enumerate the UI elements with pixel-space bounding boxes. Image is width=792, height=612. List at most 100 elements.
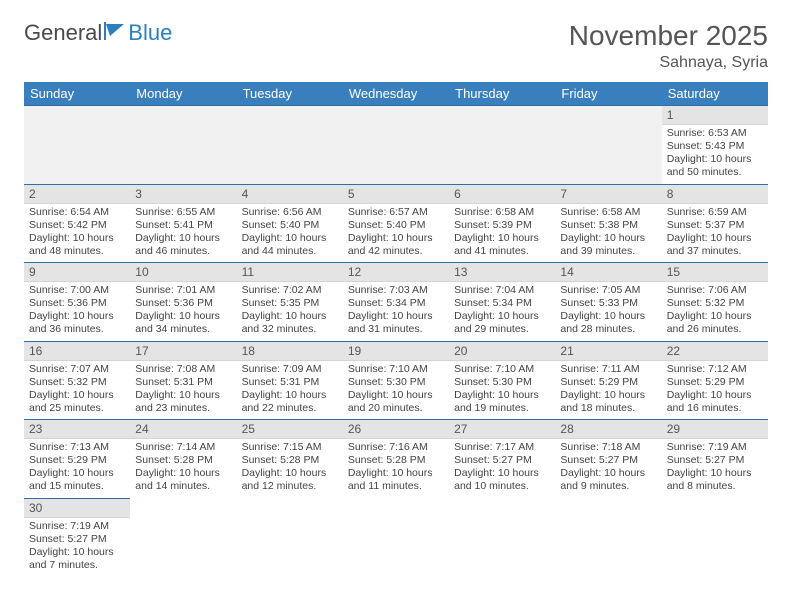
day-number: 1 bbox=[662, 106, 768, 125]
calendar-row: 23Sunrise: 7:13 AMSunset: 5:29 PMDayligh… bbox=[24, 420, 768, 499]
day-number: 4 bbox=[237, 185, 343, 204]
sunset-text: Sunset: 5:29 PM bbox=[667, 376, 763, 389]
sunrise-text: Sunrise: 7:08 AM bbox=[135, 363, 231, 376]
day-cell: 29Sunrise: 7:19 AMSunset: 5:27 PMDayligh… bbox=[662, 420, 768, 499]
day-body: Sunrise: 6:53 AMSunset: 5:43 PMDaylight:… bbox=[662, 125, 768, 184]
day-number: 15 bbox=[662, 263, 768, 282]
header: General Blue November 2025 Sahnaya, Syri… bbox=[24, 20, 768, 72]
day-number: 24 bbox=[130, 420, 236, 439]
blank-cell bbox=[237, 106, 343, 185]
day-number: 3 bbox=[130, 185, 236, 204]
day-cell: 24Sunrise: 7:14 AMSunset: 5:28 PMDayligh… bbox=[130, 420, 236, 499]
daylight-text: Daylight: 10 hours and 31 minutes. bbox=[348, 310, 444, 336]
sunset-text: Sunset: 5:30 PM bbox=[454, 376, 550, 389]
day-number: 21 bbox=[555, 342, 661, 361]
daylight-text: Daylight: 10 hours and 9 minutes. bbox=[560, 467, 656, 493]
day-number: 23 bbox=[24, 420, 130, 439]
sunset-text: Sunset: 5:28 PM bbox=[135, 454, 231, 467]
sunset-text: Sunset: 5:31 PM bbox=[242, 376, 338, 389]
day-cell: 3Sunrise: 6:55 AMSunset: 5:41 PMDaylight… bbox=[130, 184, 236, 263]
calendar-row: 1Sunrise: 6:53 AMSunset: 5:43 PMDaylight… bbox=[24, 106, 768, 185]
sunset-text: Sunset: 5:28 PM bbox=[348, 454, 444, 467]
sunrise-text: Sunrise: 7:19 AM bbox=[667, 441, 763, 454]
sunrise-text: Sunrise: 7:00 AM bbox=[29, 284, 125, 297]
empty-cell bbox=[555, 498, 661, 576]
empty-cell bbox=[237, 498, 343, 576]
day-body: Sunrise: 7:12 AMSunset: 5:29 PMDaylight:… bbox=[662, 361, 768, 420]
sunrise-text: Sunrise: 7:12 AM bbox=[667, 363, 763, 376]
sunset-text: Sunset: 5:27 PM bbox=[29, 533, 125, 546]
sunrise-text: Sunrise: 7:19 AM bbox=[29, 520, 125, 533]
sunset-text: Sunset: 5:29 PM bbox=[560, 376, 656, 389]
day-number: 14 bbox=[555, 263, 661, 282]
day-cell: 25Sunrise: 7:15 AMSunset: 5:28 PMDayligh… bbox=[237, 420, 343, 499]
day-cell: 14Sunrise: 7:05 AMSunset: 5:33 PMDayligh… bbox=[555, 263, 661, 342]
sunset-text: Sunset: 5:41 PM bbox=[135, 219, 231, 232]
sunrise-text: Sunrise: 7:16 AM bbox=[348, 441, 444, 454]
day-body: Sunrise: 6:57 AMSunset: 5:40 PMDaylight:… bbox=[343, 204, 449, 263]
day-number: 10 bbox=[130, 263, 236, 282]
calendar-page: General Blue November 2025 Sahnaya, Syri… bbox=[0, 0, 792, 596]
sunset-text: Sunset: 5:38 PM bbox=[560, 219, 656, 232]
calendar-table: Sunday Monday Tuesday Wednesday Thursday… bbox=[24, 82, 768, 576]
day-body: Sunrise: 7:13 AMSunset: 5:29 PMDaylight:… bbox=[24, 439, 130, 498]
day-body: Sunrise: 7:00 AMSunset: 5:36 PMDaylight:… bbox=[24, 282, 130, 341]
sunset-text: Sunset: 5:34 PM bbox=[348, 297, 444, 310]
day-body: Sunrise: 7:10 AMSunset: 5:30 PMDaylight:… bbox=[449, 361, 555, 420]
sunset-text: Sunset: 5:31 PM bbox=[135, 376, 231, 389]
month-title: November 2025 bbox=[569, 20, 768, 52]
day-cell: 26Sunrise: 7:16 AMSunset: 5:28 PMDayligh… bbox=[343, 420, 449, 499]
day-cell: 21Sunrise: 7:11 AMSunset: 5:29 PMDayligh… bbox=[555, 341, 661, 420]
day-cell: 15Sunrise: 7:06 AMSunset: 5:32 PMDayligh… bbox=[662, 263, 768, 342]
day-number: 19 bbox=[343, 342, 449, 361]
daylight-text: Daylight: 10 hours and 37 minutes. bbox=[667, 232, 763, 258]
day-cell: 5Sunrise: 6:57 AMSunset: 5:40 PMDaylight… bbox=[343, 184, 449, 263]
day-number: 28 bbox=[555, 420, 661, 439]
day-number: 17 bbox=[130, 342, 236, 361]
daylight-text: Daylight: 10 hours and 11 minutes. bbox=[348, 467, 444, 493]
sunset-text: Sunset: 5:32 PM bbox=[667, 297, 763, 310]
sunrise-text: Sunrise: 6:54 AM bbox=[29, 206, 125, 219]
daylight-text: Daylight: 10 hours and 44 minutes. bbox=[242, 232, 338, 258]
sunrise-text: Sunrise: 7:13 AM bbox=[29, 441, 125, 454]
sunset-text: Sunset: 5:36 PM bbox=[135, 297, 231, 310]
sunrise-text: Sunrise: 7:17 AM bbox=[454, 441, 550, 454]
weekday-header: Tuesday bbox=[237, 82, 343, 106]
day-body: Sunrise: 7:05 AMSunset: 5:33 PMDaylight:… bbox=[555, 282, 661, 341]
blank-cell bbox=[449, 106, 555, 185]
day-cell: 16Sunrise: 7:07 AMSunset: 5:32 PMDayligh… bbox=[24, 341, 130, 420]
daylight-text: Daylight: 10 hours and 23 minutes. bbox=[135, 389, 231, 415]
day-number: 30 bbox=[24, 499, 130, 518]
empty-cell bbox=[343, 498, 449, 576]
weekday-header: Saturday bbox=[662, 82, 768, 106]
day-number: 6 bbox=[449, 185, 555, 204]
day-number: 29 bbox=[662, 420, 768, 439]
sunrise-text: Sunrise: 6:55 AM bbox=[135, 206, 231, 219]
sunset-text: Sunset: 5:27 PM bbox=[667, 454, 763, 467]
day-number: 2 bbox=[24, 185, 130, 204]
day-body: Sunrise: 7:11 AMSunset: 5:29 PMDaylight:… bbox=[555, 361, 661, 420]
daylight-text: Daylight: 10 hours and 16 minutes. bbox=[667, 389, 763, 415]
sunset-text: Sunset: 5:27 PM bbox=[560, 454, 656, 467]
day-number: 27 bbox=[449, 420, 555, 439]
sunrise-text: Sunrise: 7:07 AM bbox=[29, 363, 125, 376]
sunrise-text: Sunrise: 7:06 AM bbox=[667, 284, 763, 297]
day-body: Sunrise: 7:02 AMSunset: 5:35 PMDaylight:… bbox=[237, 282, 343, 341]
daylight-text: Daylight: 10 hours and 25 minutes. bbox=[29, 389, 125, 415]
day-number: 8 bbox=[662, 185, 768, 204]
day-cell: 22Sunrise: 7:12 AMSunset: 5:29 PMDayligh… bbox=[662, 341, 768, 420]
sunrise-text: Sunrise: 7:10 AM bbox=[348, 363, 444, 376]
daylight-text: Daylight: 10 hours and 20 minutes. bbox=[348, 389, 444, 415]
sunrise-text: Sunrise: 6:58 AM bbox=[454, 206, 550, 219]
day-number: 22 bbox=[662, 342, 768, 361]
day-body: Sunrise: 7:09 AMSunset: 5:31 PMDaylight:… bbox=[237, 361, 343, 420]
day-number: 20 bbox=[449, 342, 555, 361]
sunrise-text: Sunrise: 7:05 AM bbox=[560, 284, 656, 297]
day-body: Sunrise: 7:10 AMSunset: 5:30 PMDaylight:… bbox=[343, 361, 449, 420]
day-cell: 20Sunrise: 7:10 AMSunset: 5:30 PMDayligh… bbox=[449, 341, 555, 420]
blank-cell bbox=[24, 106, 130, 185]
location: Sahnaya, Syria bbox=[569, 54, 768, 72]
day-cell: 27Sunrise: 7:17 AMSunset: 5:27 PMDayligh… bbox=[449, 420, 555, 499]
logo-text-2: Blue bbox=[128, 20, 172, 46]
day-cell: 9Sunrise: 7:00 AMSunset: 5:36 PMDaylight… bbox=[24, 263, 130, 342]
